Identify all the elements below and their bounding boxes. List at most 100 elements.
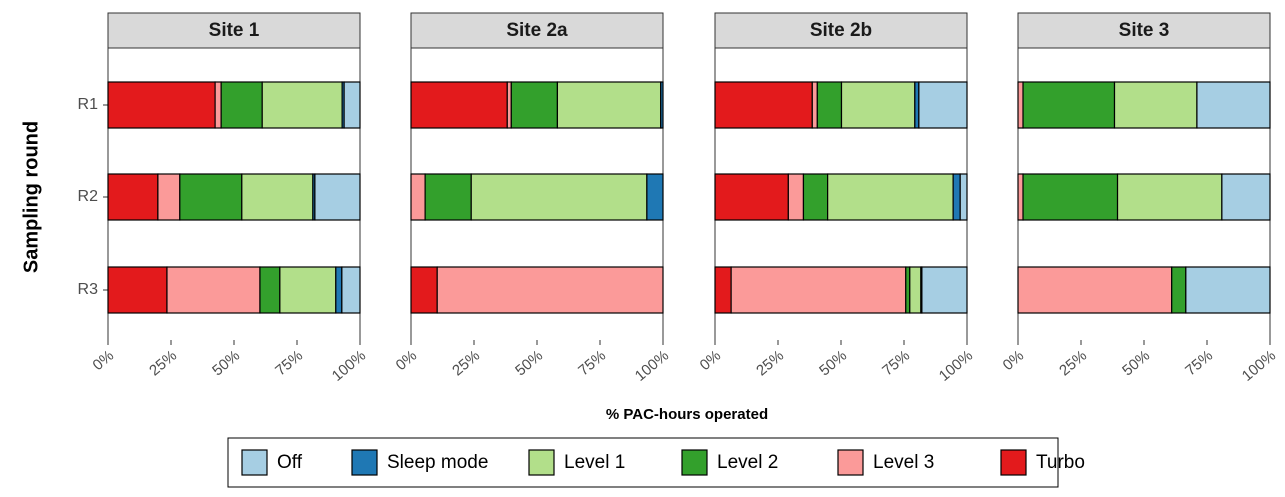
x-tick-label: 75%	[575, 347, 609, 379]
bar-segment	[259, 266, 281, 314]
bar-segment	[1171, 266, 1187, 314]
x-tick-label: 50%	[816, 347, 850, 379]
bar-segment	[952, 173, 961, 221]
x-tick-label: 50%	[512, 347, 546, 379]
bar-segment	[660, 81, 664, 129]
bar-segment	[840, 81, 916, 129]
x-tick-label: 25%	[1056, 347, 1090, 379]
legend-label: Off	[277, 452, 303, 473]
bar-segment	[157, 173, 181, 221]
y-axis-label: Sampling round	[20, 121, 42, 273]
bar-segment	[646, 173, 664, 221]
x-axis-label: % PAC-hours operated	[606, 406, 768, 423]
y-tick-label: R1	[78, 96, 99, 113]
bar-segment	[341, 266, 361, 314]
legend-label: Sleep mode	[387, 452, 488, 473]
strip	[107, 12, 361, 49]
x-tick-label: 75%	[272, 347, 306, 379]
bar-segment	[220, 81, 263, 129]
strip	[714, 12, 968, 49]
bar-segment	[166, 266, 261, 314]
bar-segment	[335, 266, 343, 314]
bar-segment	[241, 173, 314, 221]
strip	[1017, 12, 1271, 49]
bar-segment	[1017, 81, 1024, 129]
x-tick-label: 0%	[90, 347, 118, 374]
legend-key	[351, 449, 378, 476]
bar-segment	[556, 81, 662, 129]
bar-segment	[1196, 81, 1271, 129]
legend-key	[241, 449, 268, 476]
bar-segment	[959, 173, 968, 221]
x-tick-label: 75%	[1182, 347, 1216, 379]
bar-segment	[107, 173, 159, 221]
legend-key	[1000, 449, 1027, 476]
x-tick-label: 100%	[936, 347, 976, 385]
facet-title: Site 3	[1119, 20, 1170, 41]
x-tick-label: 100%	[1239, 347, 1279, 385]
bar-segment	[436, 266, 664, 314]
bar-segment	[179, 173, 243, 221]
bar-segment	[909, 266, 922, 314]
strip	[410, 12, 664, 49]
bar-segment	[730, 266, 907, 314]
y-tick-label: R3	[78, 281, 99, 298]
bar-segment	[506, 81, 512, 129]
bar-segment	[914, 81, 920, 129]
bar-segment	[410, 173, 426, 221]
x-tick-label: 25%	[753, 347, 787, 379]
bar-segment	[827, 173, 954, 221]
x-tick-label: 50%	[209, 347, 243, 379]
bar-segment	[905, 266, 911, 314]
bar-segment	[918, 81, 968, 129]
bar-segment	[811, 81, 818, 129]
bar-segment	[1116, 173, 1223, 221]
bar-segment	[714, 266, 732, 314]
x-tick-label: 75%	[879, 347, 913, 379]
bar-segment	[1022, 81, 1116, 129]
bar-segment	[107, 81, 216, 129]
x-tick-label: 100%	[632, 347, 672, 385]
bar-segment	[343, 81, 361, 129]
x-tick-label: 0%	[393, 347, 421, 374]
bar-segment	[510, 81, 559, 129]
bar-segment	[107, 266, 168, 314]
bar-segment	[279, 266, 337, 314]
legend-key	[681, 449, 708, 476]
bar-segment	[1221, 173, 1271, 221]
bar-segment	[470, 173, 648, 221]
legend-label: Level 1	[564, 452, 625, 473]
x-tick-label: 25%	[146, 347, 180, 379]
bar-segment	[410, 266, 438, 314]
x-tick-label: 100%	[329, 347, 369, 385]
legend-key	[528, 449, 555, 476]
facet-title: Site 2b	[810, 20, 872, 41]
bar-segment	[1017, 266, 1173, 314]
x-tick-label: 50%	[1119, 347, 1153, 379]
bar-segment	[816, 81, 843, 129]
bar-segment	[714, 81, 813, 129]
bar-segment	[714, 173, 789, 221]
bar-segment	[1113, 81, 1198, 129]
x-tick-label: 0%	[1000, 347, 1028, 374]
bar-segment	[314, 173, 361, 221]
bar-segment	[410, 81, 508, 129]
legend-label: Level 3	[873, 452, 934, 473]
x-tick-label: 0%	[697, 347, 725, 374]
bar-segment	[261, 81, 343, 129]
bar-segment	[921, 266, 968, 314]
legend-label: Turbo	[1036, 452, 1085, 473]
x-tick-label: 25%	[449, 347, 483, 379]
bar-segment	[802, 173, 829, 221]
bar-segment	[1185, 266, 1271, 314]
bar-segment	[424, 173, 472, 221]
legend-key	[837, 449, 864, 476]
bar-segment	[1017, 173, 1024, 221]
bar-segment	[787, 173, 805, 221]
legend-label: Level 2	[717, 452, 778, 473]
facet-title: Site 2a	[506, 20, 568, 41]
facet-title: Site 1	[209, 20, 260, 41]
bar-segment	[1022, 173, 1119, 221]
bar-segment	[214, 81, 222, 129]
